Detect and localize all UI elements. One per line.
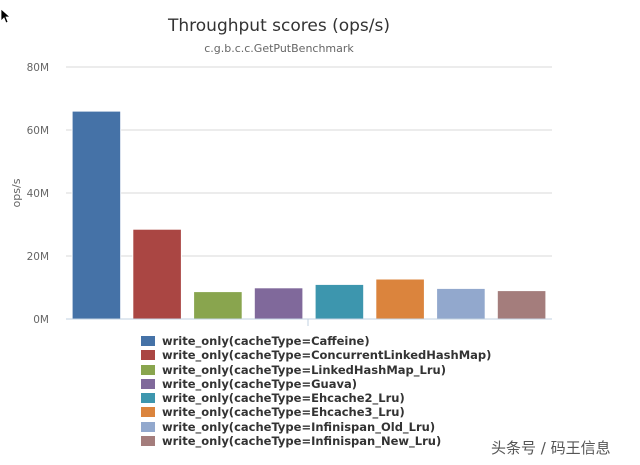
legend-item[interactable]: write_only(cacheType=Ehcache2_Lru) <box>141 391 491 405</box>
bars <box>71 110 547 320</box>
legend-label: write_only(cacheType=Caffeine) <box>162 334 370 348</box>
legend-swatch <box>141 393 155 404</box>
y-tick-label: 40M <box>27 188 49 200</box>
watermark: 头条号 / 码王信息 <box>491 439 611 457</box>
mouse-cursor-icon <box>0 8 10 24</box>
bar-3[interactable] <box>253 287 304 320</box>
bar-2[interactable] <box>193 291 243 320</box>
legend-swatch <box>141 350 155 361</box>
legend-item[interactable]: write_only(cacheType=Ehcache3_Lru) <box>141 405 491 419</box>
y-tick-labels: 0M 20M 40M 60M 80M <box>27 62 49 326</box>
legend-swatch <box>141 421 155 432</box>
legend-label: write_only(cacheType=LinkedHashMap_Lru) <box>162 362 446 377</box>
bar-5[interactable] <box>375 278 425 320</box>
bar-0[interactable] <box>71 110 122 320</box>
legend-item[interactable]: write_only(cacheType=Guava) <box>141 377 491 391</box>
y-tick-label: 0M <box>33 314 49 326</box>
chart-subtitle: c.g.b.c.c.GetPutBenchmark <box>204 42 354 55</box>
legend-label: write_only(cacheType=Guava) <box>162 376 357 391</box>
legend-item[interactable]: write_only(cacheType=Infinispan_New_Lru) <box>141 434 491 448</box>
legend: write_only(cacheType=Caffeine) write_only… <box>141 334 491 448</box>
legend-label: write_only(cacheType=ConcurrentLinkedHas… <box>162 348 492 363</box>
y-tick-label: 60M <box>27 125 49 137</box>
legend-label: write_only(cacheType=Ehcache3_Lru) <box>162 405 405 420</box>
bar-4[interactable] <box>314 283 365 320</box>
grid-lines <box>66 66 552 257</box>
legend-item[interactable]: write_only(cacheType=Caffeine) <box>141 334 491 348</box>
legend-item[interactable]: write_only(cacheType=ConcurrentLinkedHas… <box>141 348 491 362</box>
y-tick-label: 80M <box>27 62 49 74</box>
legend-swatch <box>141 336 155 346</box>
legend-swatch <box>141 378 155 389</box>
legend-item[interactable]: write_only(cacheType=Infinispan_Old_Lru) <box>141 420 491 434</box>
legend-swatch <box>141 436 155 447</box>
legend-label: write_only(cacheType=Ehcache2_Lru) <box>162 391 405 406</box>
legend-label: write_only(cacheType=Infinispan_Old_Lru) <box>162 419 436 434</box>
legend-item[interactable]: write_only(cacheType=LinkedHashMap_Lru) <box>141 363 491 377</box>
bar-1[interactable] <box>132 228 182 320</box>
chart-title: Throughput scores (ops/s) <box>167 16 390 36</box>
legend-label: write_only(cacheType=Infinispan_New_Lru) <box>162 434 442 449</box>
legend-swatch <box>141 364 155 375</box>
y-axis-label: ops/s <box>10 178 23 207</box>
bar-6[interactable] <box>436 287 486 320</box>
y-tick-label: 20M <box>27 251 49 263</box>
bar-7[interactable] <box>496 290 547 320</box>
legend-swatch <box>141 407 155 418</box>
